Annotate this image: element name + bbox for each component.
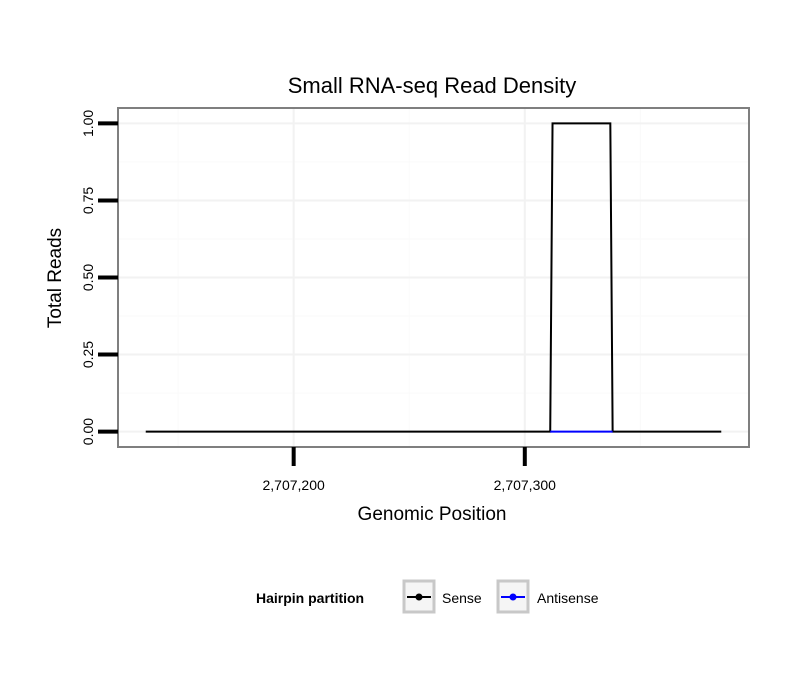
chart-title: Small RNA-seq Read Density <box>288 73 577 98</box>
series-layer <box>145 122 722 433</box>
series-line-sense <box>145 122 722 433</box>
y-tick-label: 0.75 <box>80 187 96 214</box>
legend-item-sense: Sense <box>402 579 482 614</box>
legend-label-antisense: Antisense <box>537 590 599 606</box>
legend-label-sense: Sense <box>442 590 482 606</box>
x-axis: 2,707,200 2,707,300 <box>263 447 556 493</box>
y-tick-label: 0.00 <box>80 418 96 445</box>
y-tick-label: 0.50 <box>80 264 96 291</box>
y-axis: 0.00 0.25 0.50 0.75 1.00 <box>80 110 118 445</box>
x-tick-label: 2,707,200 <box>263 477 325 493</box>
legend-title: Hairpin partition <box>256 590 364 606</box>
legend: Hairpin partition Sense Antisense <box>256 579 599 614</box>
legend-item-antisense: Antisense <box>496 579 599 614</box>
x-tick-label: 2,707,300 <box>494 477 556 493</box>
y-axis-title: Total Reads <box>45 228 66 328</box>
legend-dot-sense <box>415 593 423 601</box>
x-axis-title: Genomic Position <box>358 504 507 525</box>
y-tick-label: 0.25 <box>80 341 96 368</box>
legend-dot-antisense <box>509 593 517 601</box>
y-tick-label: 1.00 <box>80 110 96 137</box>
